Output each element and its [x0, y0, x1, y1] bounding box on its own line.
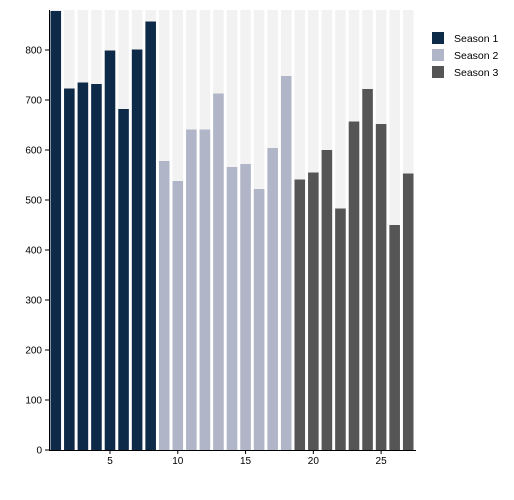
legend-label: Season 3 [454, 67, 499, 79]
y-tick-label: 300 [25, 296, 42, 307]
legend: Season 1 Season 2 Season 3 [432, 32, 499, 79]
x-tick-label: 15 [240, 456, 252, 467]
bar-season-3 [389, 225, 400, 450]
x-tick-label: 5 [107, 456, 113, 467]
bar-season-3 [402, 173, 414, 450]
bar-season-3 [321, 150, 333, 450]
bar-season-2 [199, 129, 211, 450]
legend-item: Season 2 [432, 49, 499, 62]
bar-season-2 [172, 181, 184, 450]
bar-season-2 [226, 167, 238, 450]
y-tick-label: 800 [25, 46, 42, 57]
legend-label: Season 2 [454, 50, 499, 62]
bar-season-1 [131, 49, 143, 450]
legend-label: Season 1 [454, 33, 499, 45]
bar-season-2 [280, 76, 292, 450]
y-tick-label: 700 [25, 96, 42, 107]
y-tick-label: 600 [25, 146, 42, 157]
bar-season-3 [348, 121, 360, 450]
bar-season-2 [253, 189, 265, 450]
bar-season-3 [335, 208, 346, 450]
legend-swatch [432, 66, 444, 78]
bar-season-2 [267, 148, 278, 450]
bar-season-1 [104, 50, 116, 450]
bar-season-2 [158, 161, 170, 450]
bar-season-3 [375, 124, 387, 450]
bar-season-2 [186, 129, 197, 450]
bar-season-1 [145, 21, 156, 450]
bars [50, 11, 414, 450]
bar-season-3 [308, 172, 319, 450]
x-tick-label: 10 [172, 456, 184, 467]
bar-season-3 [294, 179, 306, 450]
bar-season-1 [64, 88, 75, 450]
y-tick-label: 200 [25, 346, 42, 357]
bar-season-1 [77, 82, 89, 450]
y-tick-label: 100 [25, 396, 42, 407]
axes: 0 100 200 300 400 500 600 700 800 5 10 15 20 25 [25, 10, 416, 467]
bar-season-1 [118, 109, 129, 450]
bar-season-3 [362, 89, 373, 450]
x-tick-label: 25 [376, 456, 388, 467]
x-tick-label: 20 [308, 456, 320, 467]
bar-season-2 [213, 93, 224, 450]
legend-swatch [432, 32, 444, 44]
y-tick-label: 500 [25, 196, 42, 207]
legend-item: Season 3 [432, 66, 499, 79]
bar-season-2 [240, 164, 251, 450]
bar-season-1 [91, 84, 102, 450]
legend-item: Season 1 [432, 32, 499, 45]
bar-season-1 [50, 11, 62, 450]
y-tick-label: 400 [25, 246, 42, 257]
y-tick-label: 0 [36, 446, 42, 457]
legend-swatch [432, 49, 444, 61]
